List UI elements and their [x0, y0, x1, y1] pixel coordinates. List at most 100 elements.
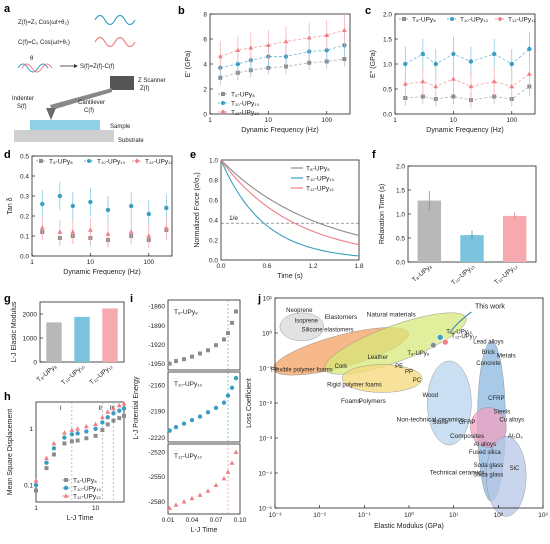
d-ytick-label: 0.4 [20, 173, 29, 180]
h-point [121, 401, 127, 406]
b-xlabel: Dynamic Frequency (Hz) [241, 127, 318, 134]
h-point [99, 414, 105, 420]
c-point [420, 78, 426, 84]
phase-wave-blue [17, 63, 49, 73]
d-ytick-label: 0.2 [20, 213, 29, 220]
i-subplot-label: T₈-UPy₈ [174, 309, 198, 316]
chart-tan-delta: 1 10 100 0.0 0.1 0.2 0.3 0.4 0.5 Dynamic Frequenc… [7, 153, 173, 276]
d-ytick-label: 0.0 [20, 253, 29, 260]
tech-ceramics-region [485, 436, 527, 517]
j-work-label: T₁₀-UPy₁₀ [446, 329, 473, 335]
legend-marker [220, 109, 226, 115]
e-ytick-label: 0.8 [209, 177, 218, 184]
chart-storage-modulus: 1 10 100 0 2 4 6 8 Dynamic Frequency (Hz) E' (GPa… [185, 11, 351, 134]
h-point [100, 428, 105, 433]
c-ytick-label: 0.5 [383, 86, 392, 93]
panel-label-g: g [4, 293, 11, 305]
d-ytick-label: 0.1 [20, 233, 29, 240]
j-material-label: Lead alloys [473, 340, 503, 346]
h-point [69, 439, 74, 444]
h-ytick-label: 1 [29, 426, 33, 433]
j-material-label: Flexible polymer foams [271, 367, 333, 373]
f-bar [460, 235, 484, 262]
h-point [51, 446, 57, 451]
j-material-label: SiC [510, 466, 520, 472]
chart-ashby: 10⁻³ 10⁻² 10⁻¹ 10⁰ 10¹ 10² 10³ 10⁻⁵ 10⁻⁴ 10⁻³ 10⁻²… [246, 295, 549, 530]
c-xlabel: Dynamic Frequency (Hz) [426, 127, 503, 134]
j-material-label: PE [395, 364, 403, 370]
panel-label-a: a [4, 3, 11, 15]
j-work-label: T₈-UPy₈ [407, 351, 429, 357]
h-point [62, 430, 67, 435]
panel-label-i: i [130, 293, 133, 305]
h-point [111, 405, 116, 411]
d-xtick-label: 10 [87, 259, 95, 266]
legend-marker [221, 92, 225, 96]
i-ytick-label: -2520 [148, 450, 165, 457]
scanner-label: Z Scanner [138, 78, 166, 84]
c-xtick-label: 100 [506, 117, 517, 124]
h-point [93, 421, 98, 427]
j-xtick-label: 10⁻³ [269, 512, 283, 519]
h-frame [35, 401, 125, 503]
h-region-label: II [98, 405, 102, 412]
cantilever-label: Cantilever [78, 100, 105, 106]
h-point [33, 482, 39, 488]
legend-label: T₈-UPy₈ [231, 91, 255, 98]
d-xtick-label: 100 [143, 259, 154, 266]
f-category-label: T₁₀-UPy₁₀ [450, 263, 476, 287]
nontech-ceramics-region [427, 360, 472, 446]
h-point [75, 431, 80, 436]
h-point [93, 426, 98, 432]
h-point [51, 440, 57, 446]
j-annotation-arrow [448, 311, 472, 334]
g-category-label: T₁₀-UPy₁₀ [60, 363, 86, 387]
h-point [117, 416, 122, 421]
b-ytick-label: 6 [203, 36, 207, 43]
g-category-label: T₈-UPy₈ [36, 363, 59, 384]
chart-loss-modulus: 1 10 100 0.0 0.5 1.0 1.5 2.0 Dynamic Frequency (… [370, 11, 536, 134]
d-point [57, 229, 63, 234]
j-ytick-label: 10¹ [263, 295, 273, 302]
h-point [62, 441, 67, 446]
i-ytick-label: -1950 [148, 361, 165, 368]
h-point [51, 452, 56, 457]
panel-label-d: d [4, 149, 11, 161]
h-ytick-label: 0.1 [24, 482, 33, 489]
j-family-label: Metals [497, 352, 517, 359]
schematic-panel: Z(f)=Z₀ Cos(ωt+θ₂) C(f)=C₀ Cos(ωt+θ₁) θ … [12, 14, 166, 144]
c-series-line [405, 86, 530, 101]
e-ytick-label: 0.0 [209, 257, 218, 264]
f-ytick-label: 1.0 [396, 211, 405, 218]
c-point [451, 94, 456, 99]
b-ytick-label: 4 [203, 61, 207, 68]
h-point [111, 410, 116, 416]
b-frame [209, 13, 351, 115]
j-xtick-label: 10³ [538, 512, 548, 519]
panel-label-h: h [4, 391, 11, 403]
i-ytick-label: -2190 [148, 409, 165, 416]
j-material-label: Stone [432, 420, 448, 426]
c-point [491, 51, 497, 57]
h-point [117, 408, 122, 413]
substrate-layer [14, 130, 114, 142]
b-point [265, 42, 271, 48]
d-point [105, 231, 111, 236]
g-ytick-label: 0 [33, 359, 37, 366]
j-material-label: Neoprene [286, 308, 313, 314]
c-point [433, 83, 439, 89]
theta-symbol: θ [30, 56, 34, 62]
j-material-label: Soda glass [474, 463, 504, 469]
i-point [213, 482, 219, 487]
i-ytick-label: -1920 [148, 342, 165, 349]
j-family-label: Technical ceramics [430, 470, 486, 477]
e-series-curve [220, 159, 360, 257]
h-point [122, 413, 126, 418]
j-family-label: Non-technical ceramics [397, 416, 465, 423]
i-point [167, 505, 172, 511]
legend-marker [87, 159, 91, 163]
panel-label-e: e [190, 149, 196, 161]
j-xtick-label: 10⁻¹ [358, 512, 372, 519]
h-point [33, 478, 39, 483]
